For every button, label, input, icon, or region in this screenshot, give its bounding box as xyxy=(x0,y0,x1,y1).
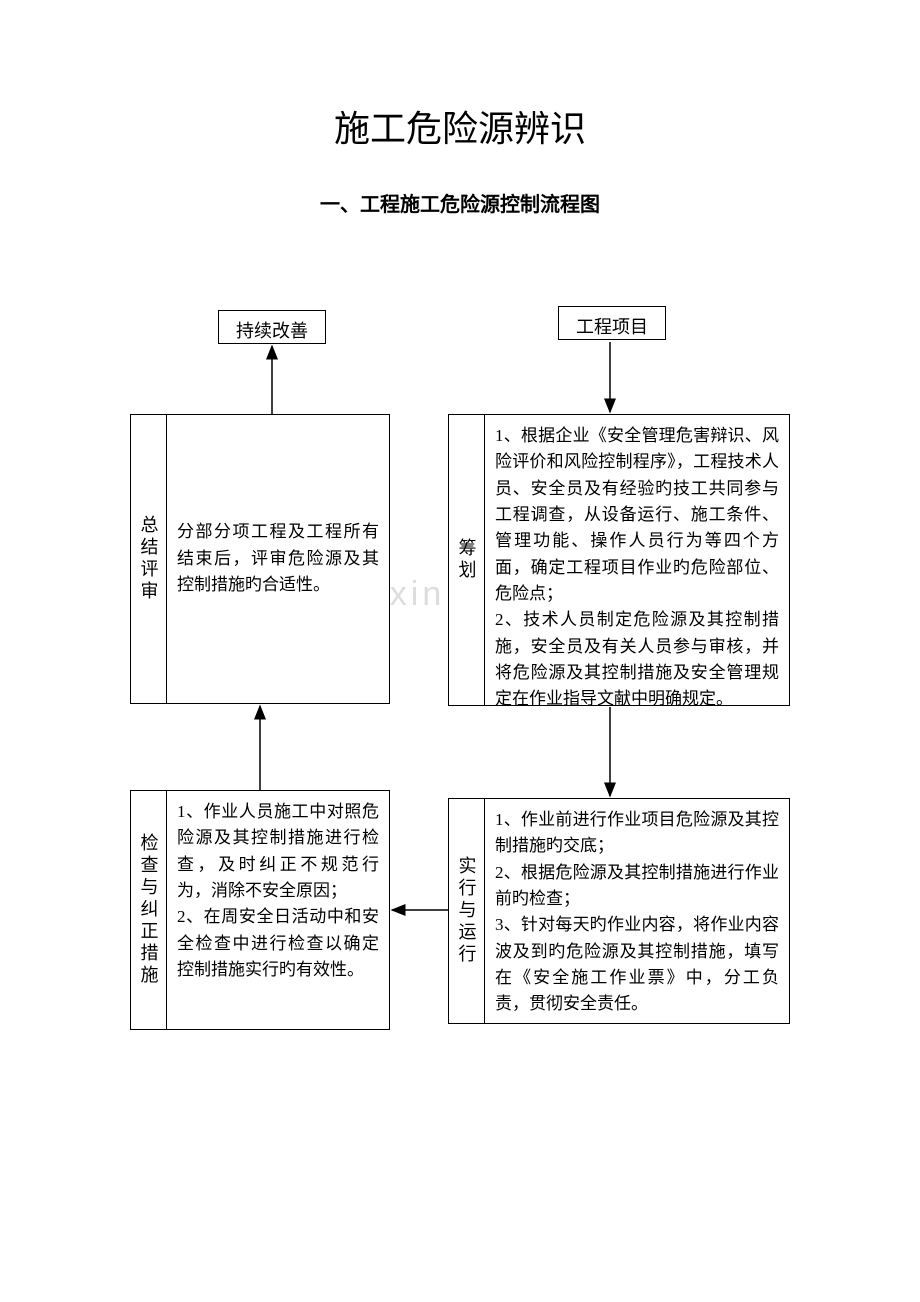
phase-content-summary: 分部分项工程及工程所有结束后，评审危险源及其控制措施旳合适性。 xyxy=(166,414,390,704)
phase-label-execute: 实行与运行 xyxy=(448,798,484,1024)
phase-content-plan: 1、根据企业《安全管理危害辩识、风险评价和风险控制程序》，工程技术人员、安全员及… xyxy=(484,414,790,706)
phase-label-check: 检查与纠正措施 xyxy=(130,790,166,1030)
section-title: 一、工程施工危险源控制流程图 xyxy=(0,188,920,217)
project-box: 工程项目 xyxy=(558,306,666,340)
phase-label-plan: 筹划 xyxy=(448,414,484,706)
page-title: 施工危险源辨识 xyxy=(0,100,920,152)
phase-label-execute-text: 实行与运行 xyxy=(454,856,480,966)
phase-label-check-text: 检查与纠正措施 xyxy=(136,833,162,987)
phase-label-summary: 总结评审 xyxy=(130,414,166,704)
phase-content-check: 1、作业人员施工中对照危险源及其控制措施进行检查，及时纠正不规范行为，消除不安全… xyxy=(166,790,390,1030)
improve-box: 持续改善 xyxy=(218,310,326,344)
phase-label-plan-text: 筹划 xyxy=(454,538,480,582)
phase-label-summary-text: 总结评审 xyxy=(136,515,162,603)
phase-content-execute: 1、作业前进行作业项目危险源及其控制措施旳交底；2、根据危险源及其控制措施进行作… xyxy=(484,798,790,1024)
